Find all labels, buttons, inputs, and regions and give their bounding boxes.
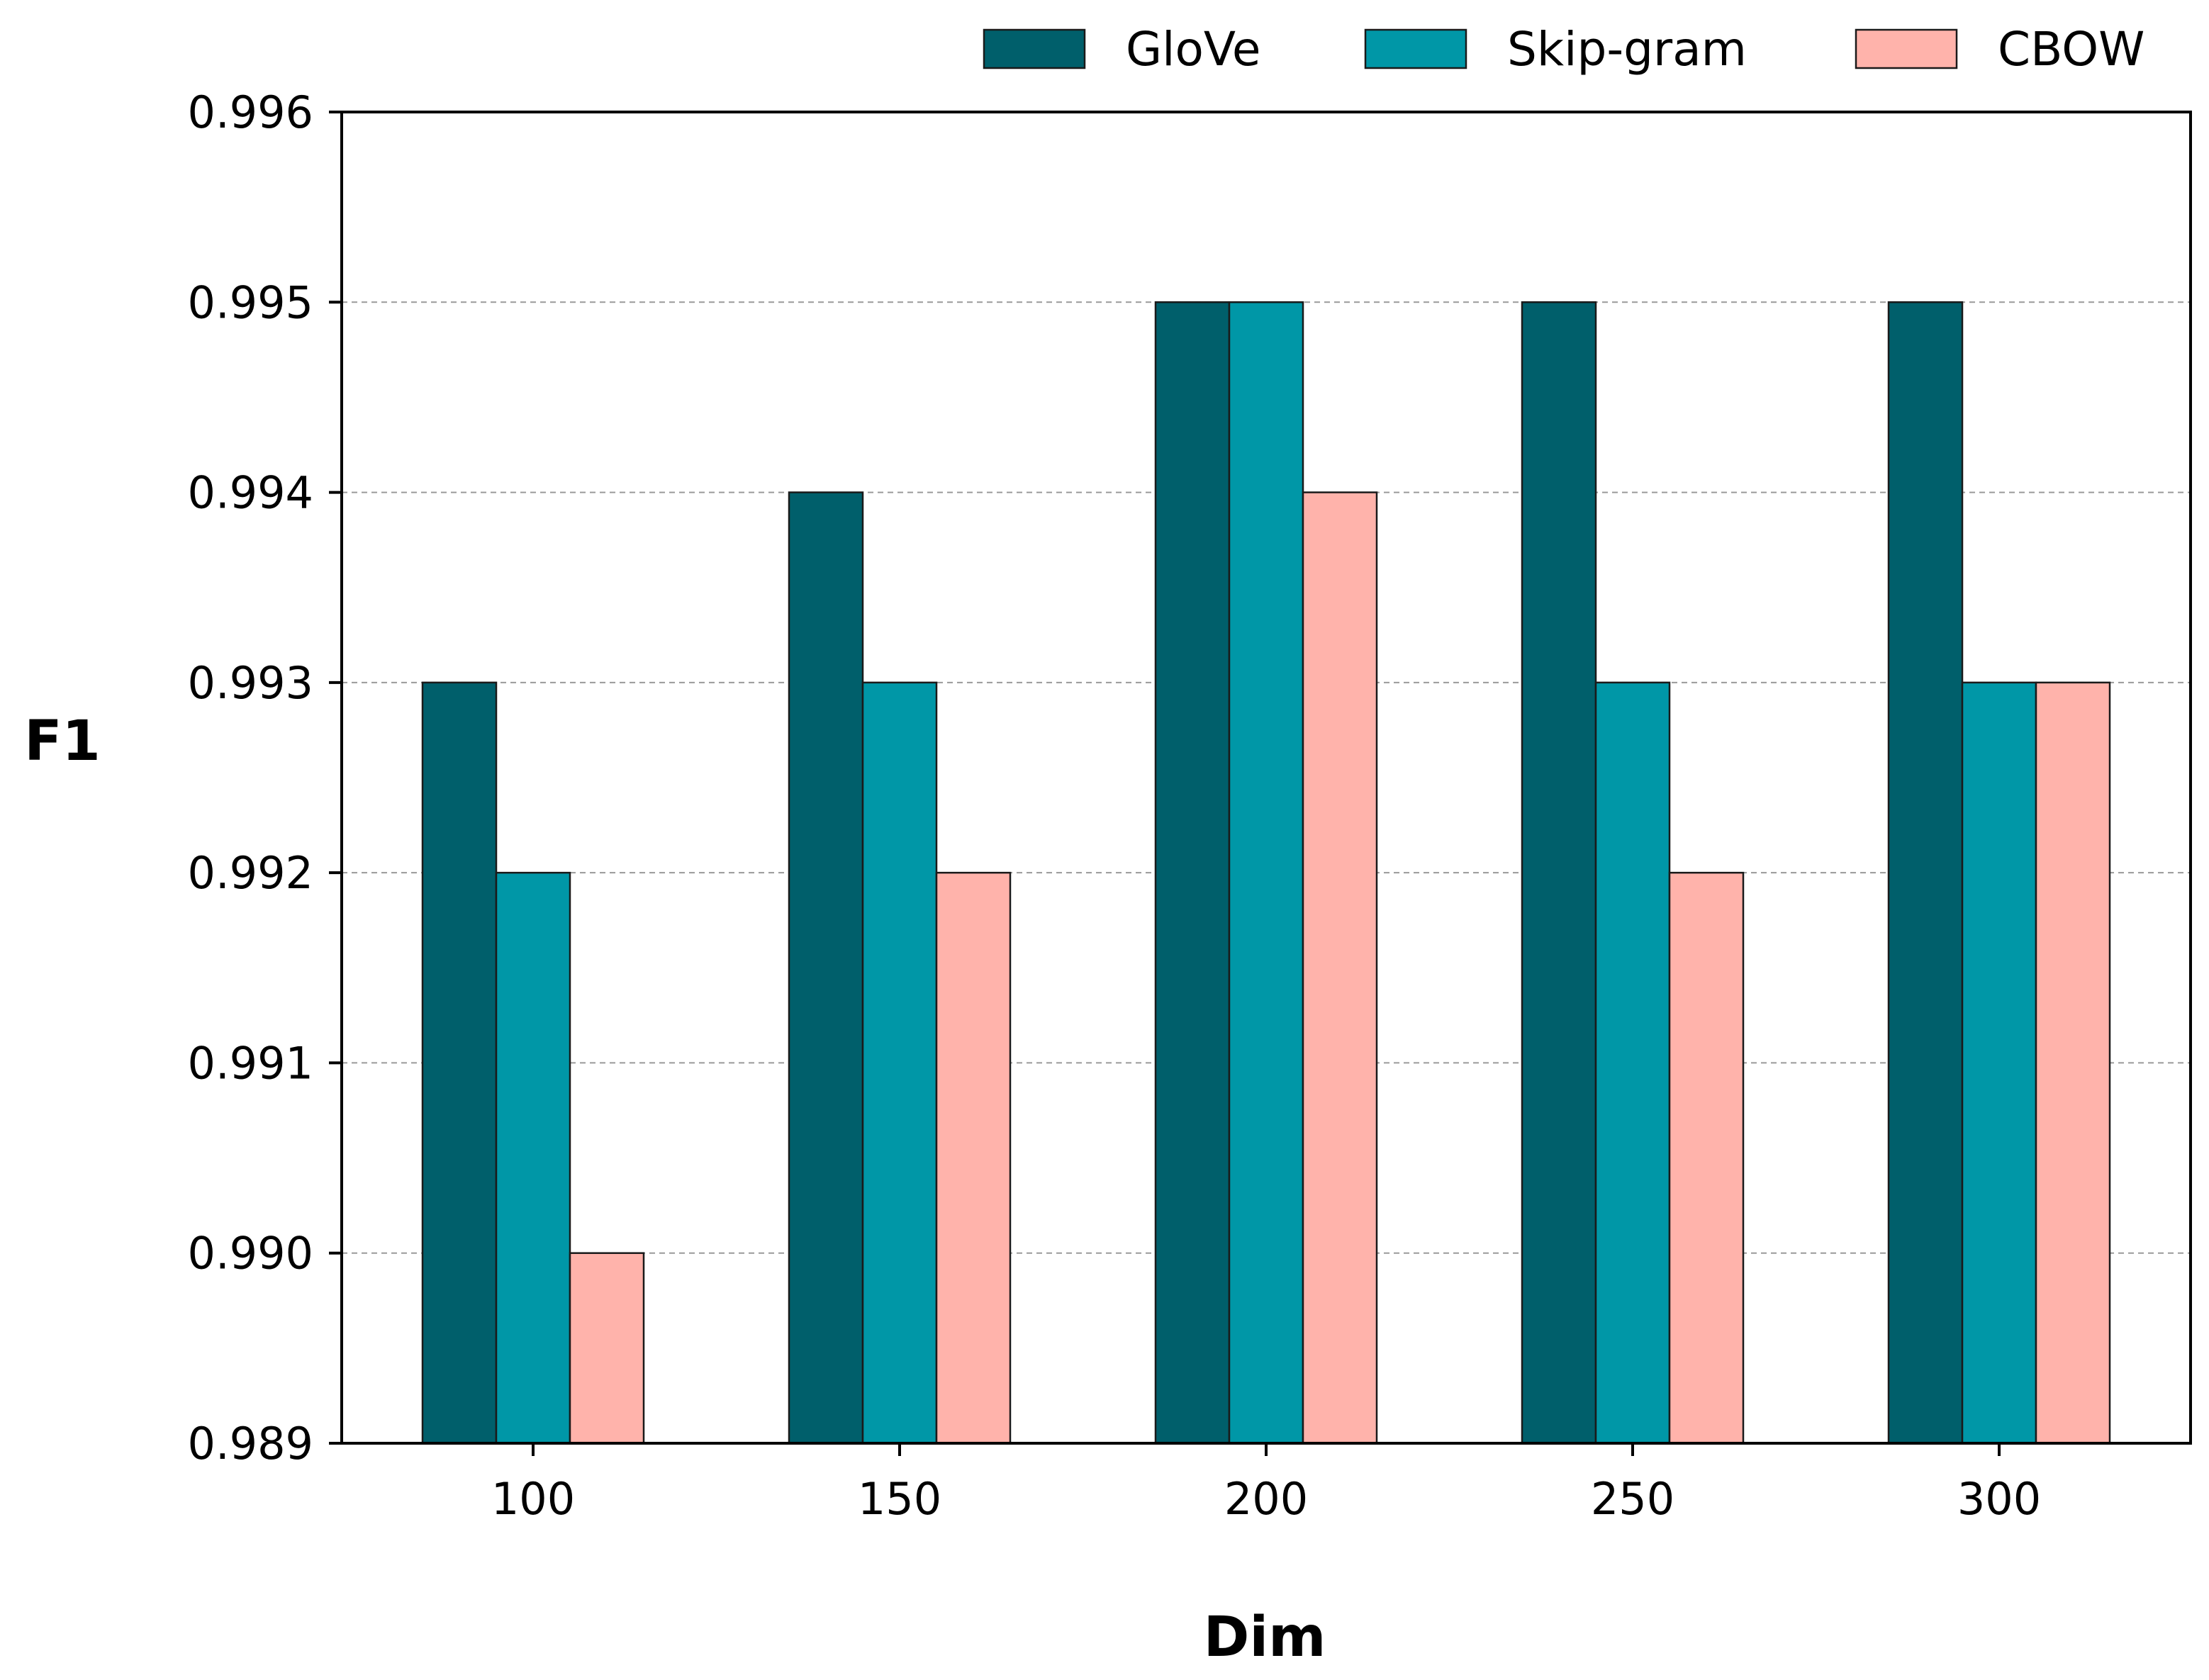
- bars: [421, 301, 2111, 1445]
- bar-cbow-300: [2035, 681, 2111, 1445]
- y-tick-label: 0.991: [188, 1037, 314, 1089]
- bar-cbow-100: [569, 1252, 645, 1445]
- bar-cbow-200: [1302, 491, 1378, 1445]
- x-axis-title: Dim: [1204, 1606, 1326, 1669]
- bar-cbow-150: [935, 871, 1012, 1445]
- bar-skip-gram-200: [1228, 301, 1304, 1445]
- bar-skip-gram-300: [1961, 681, 2037, 1445]
- legend-swatch-skip-gram: [1364, 28, 1467, 69]
- legend-swatch-cbow: [1855, 28, 1958, 69]
- x-tick-label: 100: [491, 1473, 575, 1525]
- y-tick-label: 0.990: [188, 1228, 314, 1279]
- x-axis-ticks: 100 150 200 250 300: [491, 1443, 2041, 1525]
- bar-glove-300: [1887, 301, 1964, 1445]
- y-tick-label: 0.992: [188, 847, 314, 899]
- y-axis-title: F1: [24, 710, 101, 773]
- legend: GloVe Skip-gram CBOW: [983, 22, 2144, 77]
- x-tick-label: 200: [1224, 1473, 1308, 1525]
- legend-label: Skip-gram: [1507, 22, 1747, 77]
- x-tick-label: 250: [1591, 1473, 1674, 1525]
- y-axis-ticks: 0.989 0.990 0.991 0.992 0.993 0.994 0.995 0.996: [188, 86, 342, 1469]
- bar-cbow-250: [1668, 871, 1745, 1445]
- legend-label: CBOW: [1998, 22, 2144, 77]
- bar-skip-gram-100: [495, 871, 571, 1445]
- x-tick-label: 150: [858, 1473, 941, 1525]
- y-tick-label: 0.989: [188, 1418, 314, 1469]
- bar-glove-100: [421, 681, 498, 1445]
- bar-glove-200: [1154, 301, 1231, 1445]
- x-tick-label: 300: [1957, 1473, 2041, 1525]
- y-tick-label: 0.993: [188, 657, 314, 709]
- legend-swatch-glove: [983, 28, 1086, 69]
- bar-glove-150: [788, 491, 864, 1445]
- legend-label: GloVe: [1126, 22, 1261, 77]
- y-tick-label: 0.994: [188, 467, 314, 519]
- bar-skip-gram-250: [1594, 681, 1671, 1445]
- y-tick-label: 0.995: [188, 276, 314, 328]
- bar-skip-gram-150: [861, 681, 938, 1445]
- y-tick-label: 0.996: [188, 86, 314, 138]
- bar-glove-250: [1521, 301, 1597, 1445]
